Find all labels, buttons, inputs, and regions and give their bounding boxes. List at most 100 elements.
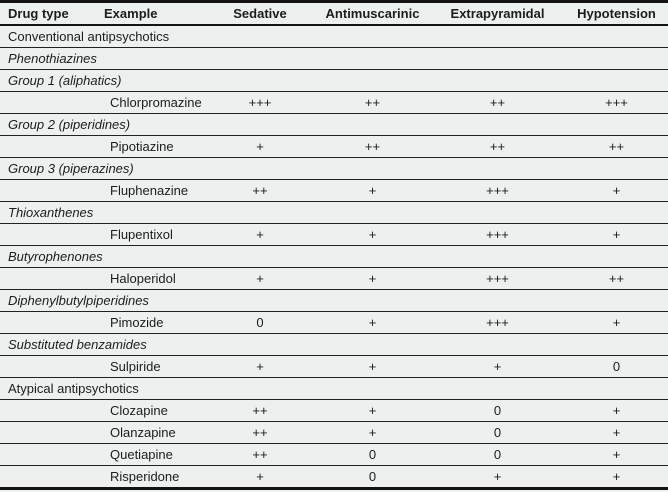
group-row: Phenothiazines — [0, 47, 668, 70]
hypotension-rating: 0 — [565, 355, 668, 378]
column-header-drug-type: Drug type — [0, 1, 100, 26]
group-label: Group 2 (piperidines) — [0, 113, 668, 136]
section-row: Atypical antipsychotics — [0, 377, 668, 400]
section-label: Atypical antipsychotics — [0, 377, 668, 400]
drug-row: Pipotiazine + ++ ++ ++ — [0, 135, 668, 158]
group-label: Group 3 (piperazines) — [0, 157, 668, 180]
drug-example: Chlorpromazine — [100, 91, 205, 114]
section-row: Conventional antipsychotics — [0, 25, 668, 48]
hypotension-rating: + — [565, 311, 668, 334]
section-label: Conventional antipsychotics — [8, 29, 170, 44]
group-row: Group 2 (piperidines) — [0, 113, 668, 136]
drug-row: Sulpiride + + +0 — [0, 355, 668, 378]
hypotension-rating: + — [565, 179, 668, 202]
group-row: Group 1 (aliphatics) — [0, 69, 668, 92]
column-header-example: Example — [100, 1, 205, 26]
drug-row: Flupentixol + + +++ + — [0, 223, 668, 246]
drug-example: Risperidone — [100, 465, 205, 489]
extrapyramidal-rating: 0 — [430, 399, 565, 422]
column-header-extrapyramidal: Extrapyramidal — [430, 1, 565, 26]
drug-example: Fluphenazine — [100, 179, 205, 202]
group-label: Diphenylbutylpiperidines — [0, 289, 668, 312]
drug-row: Quetiapine ++ 0 0 + — [0, 443, 668, 466]
sedative-rating: + — [205, 355, 315, 378]
hypotension-rating: + — [565, 443, 668, 466]
header-row: Drug type Example Sedative Antimuscarinic Ex… — [0, 1, 668, 26]
drug-example: Sulpiride — [100, 355, 205, 378]
antimuscarinic-rating: 0 — [315, 443, 430, 466]
drug-type-cell — [0, 91, 100, 114]
drug-type-cell — [0, 311, 100, 334]
drug-row: Chlorpromazine +++ ++ ++ +++ — [0, 91, 668, 114]
group-label: Thioxanthenes — [0, 201, 668, 224]
hypotension-rating: + — [565, 421, 668, 444]
group-label: Substituted benzamides — [0, 333, 668, 356]
drug-type-cell — [0, 135, 100, 158]
drug-type-cell — [0, 179, 100, 202]
drug-row: Pimozide 0 + +++ + — [0, 311, 668, 334]
group-row: Thioxanthenes — [0, 201, 668, 224]
sedative-rating: ++ — [205, 399, 315, 422]
drug-type-cell — [0, 465, 100, 489]
column-header-hypotension: Hypotension — [565, 1, 668, 26]
extrapyramidal-rating: + — [430, 465, 565, 489]
drug-row: Risperidone +0 + + — [0, 465, 668, 489]
group-label: Butyrophenones — [0, 245, 668, 268]
drug-type-cell — [0, 421, 100, 444]
extrapyramidal-rating: 0 — [430, 443, 565, 466]
group-row: Diphenylbutylpiperidines — [0, 289, 668, 312]
group-row: Group 3 (piperazines) — [0, 157, 668, 180]
antimuscarinic-rating: + — [315, 311, 430, 334]
group-row: Substituted benzamides — [0, 333, 668, 356]
drug-example: Clozapine — [100, 399, 205, 422]
antimuscarinic-rating: + — [315, 421, 430, 444]
antimuscarinic-rating: + — [315, 399, 430, 422]
sedative-rating: +++ — [205, 91, 315, 114]
drug-type-cell — [0, 355, 100, 378]
extrapyramidal-rating: +++ — [430, 223, 565, 246]
extrapyramidal-rating: +++ — [430, 179, 565, 202]
antimuscarinic-rating: + — [315, 267, 430, 290]
antimuscarinic-rating: 0 — [315, 465, 430, 489]
group-row: Butyrophenones — [0, 245, 668, 268]
hypotension-rating: + — [565, 223, 668, 246]
extrapyramidal-rating: ++ — [430, 91, 565, 114]
drug-type-cell — [0, 443, 100, 466]
drug-type-cell — [0, 267, 100, 290]
sedative-rating: ++ — [205, 443, 315, 466]
drug-row: Haloperidol + + +++ ++ — [0, 267, 668, 290]
drug-example: Haloperidol — [100, 267, 205, 290]
sedative-rating: + — [205, 267, 315, 290]
sedative-rating: ++ — [205, 421, 315, 444]
extrapyramidal-rating: ++ — [430, 135, 565, 158]
antimuscarinic-rating: ++ — [315, 135, 430, 158]
drug-type-cell — [0, 223, 100, 246]
sedative-rating: 0 — [205, 311, 315, 334]
antimuscarinic-rating: + — [315, 355, 430, 378]
sedative-rating: + — [205, 223, 315, 246]
sedative-rating: + — [205, 135, 315, 158]
extrapyramidal-rating: +++ — [430, 267, 565, 290]
extrapyramidal-rating: + — [430, 355, 565, 378]
sedative-rating: + — [205, 465, 315, 489]
extrapyramidal-rating: +++ — [430, 311, 565, 334]
group-label: Group 1 (aliphatics) — [0, 69, 668, 92]
drug-example: Pipotiazine — [100, 135, 205, 158]
drug-row: Clozapine ++ +0 + — [0, 399, 668, 422]
hypotension-rating: + — [565, 465, 668, 489]
column-header-antimuscarinic: Antimuscarinic — [315, 1, 430, 26]
drug-example: Olanzapine — [100, 421, 205, 444]
group-label: Phenothiazines — [0, 47, 668, 70]
drug-row: Fluphenazine ++ + +++ + — [0, 179, 668, 202]
hypotension-rating: +++ — [565, 91, 668, 114]
sedative-rating: ++ — [205, 179, 315, 202]
antimuscarinic-rating: ++ — [315, 91, 430, 114]
antimuscarinic-rating: + — [315, 179, 430, 202]
drug-example: Pimozide — [100, 311, 205, 334]
hypotension-rating: ++ — [565, 267, 668, 290]
column-header-sedative: Sedative — [205, 1, 315, 26]
drug-type-cell — [0, 399, 100, 422]
extrapyramidal-rating: 0 — [430, 421, 565, 444]
